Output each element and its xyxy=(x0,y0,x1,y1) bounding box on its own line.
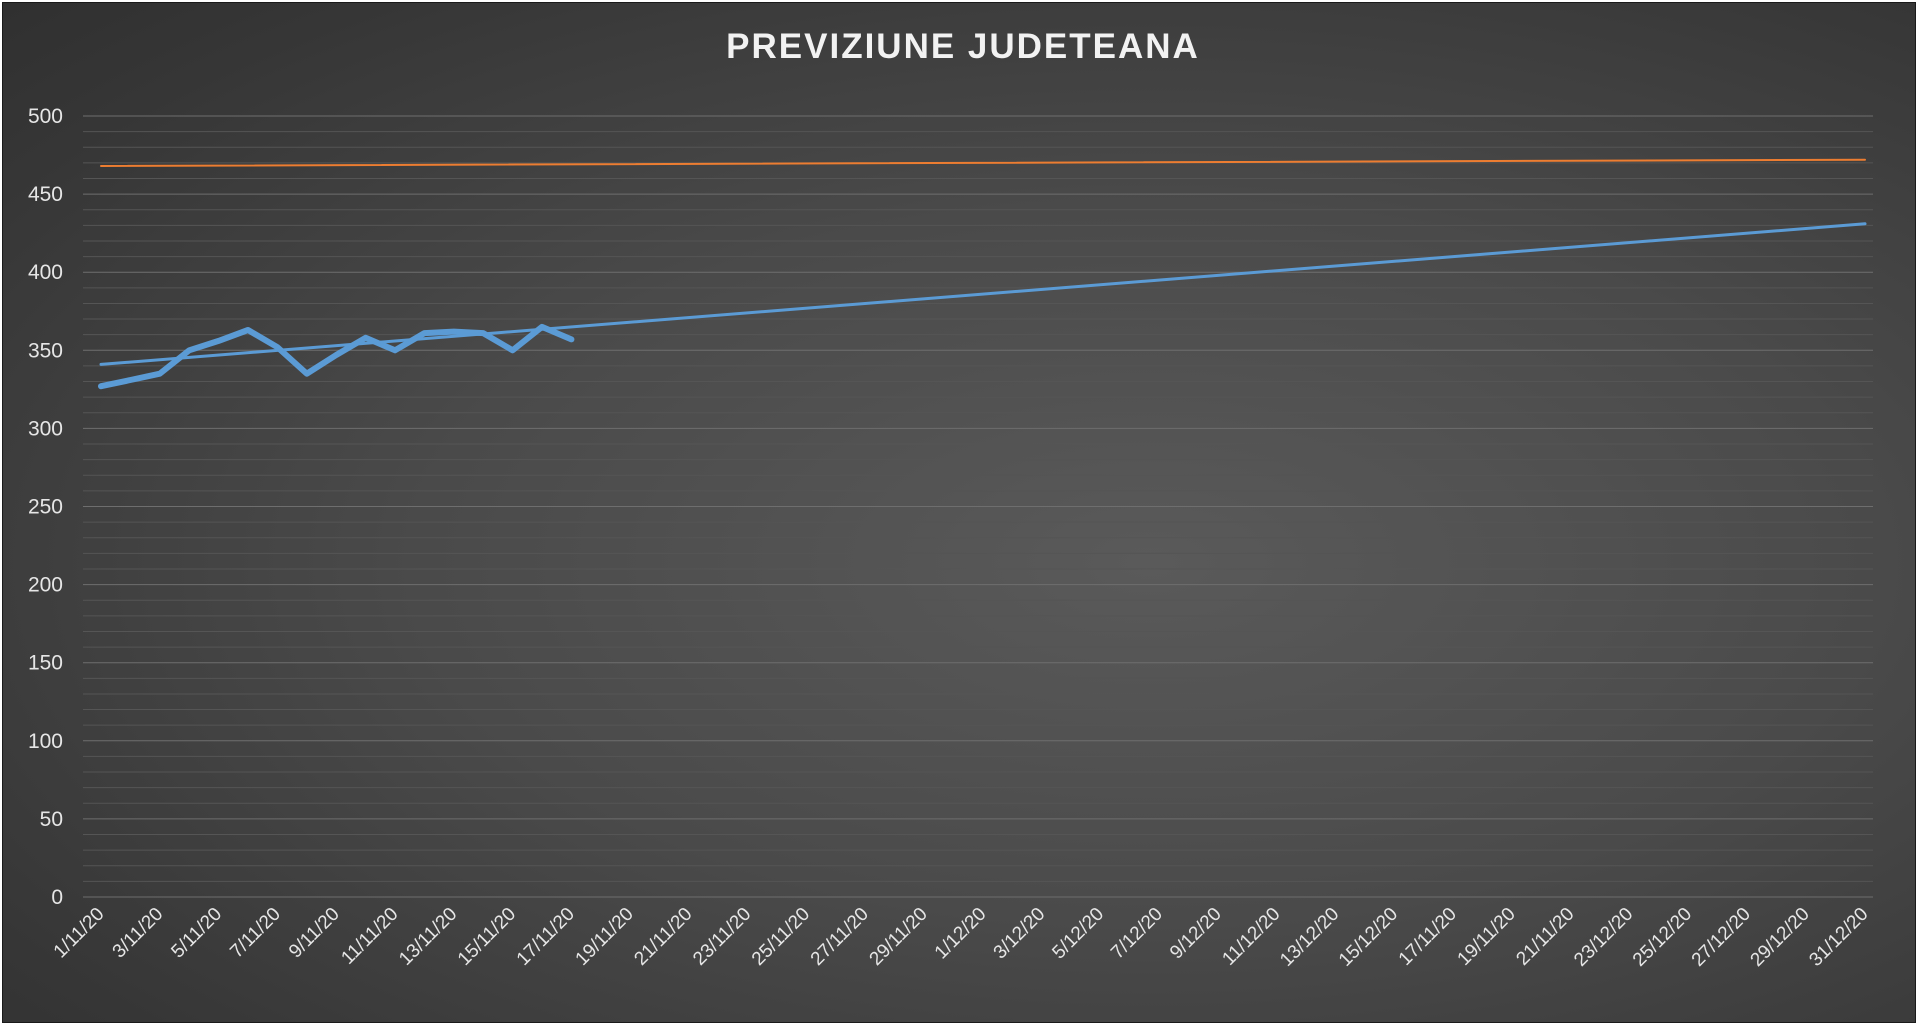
data-point xyxy=(568,336,574,342)
y-tick-label: 300 xyxy=(28,417,63,440)
data-point xyxy=(127,377,133,383)
x-tick-label: 29/11/20 xyxy=(866,904,932,970)
x-tick-label: 25/12/20 xyxy=(1629,904,1696,971)
y-tick-label: 450 xyxy=(28,183,63,206)
data-point xyxy=(216,338,222,344)
data-point xyxy=(451,329,457,335)
data-point xyxy=(333,352,339,358)
x-tick-label: 3/12/20 xyxy=(990,904,1050,964)
x-tick-label: 11/11/20 xyxy=(337,904,402,969)
x-tick-label: 11/12/20 xyxy=(1218,904,1284,970)
x-tick-label: 5/11/20 xyxy=(167,904,226,963)
x-tick-label: 21/11/20 xyxy=(1512,904,1578,970)
x-tick-label: 1/11/20 xyxy=(50,904,109,963)
x-tick-label: 15/11/20 xyxy=(454,904,520,970)
y-tick-label: 100 xyxy=(28,730,63,753)
x-tick-label: 15/12/20 xyxy=(1335,904,1402,971)
series-line-trend xyxy=(99,222,1867,366)
x-tick-label: 13/11/20 xyxy=(395,904,461,970)
x-tick-label: 9/12/20 xyxy=(1166,904,1226,964)
data-point xyxy=(363,335,369,341)
x-tick-label: 3/11/20 xyxy=(109,904,168,963)
x-tick-label: 1/12/20 xyxy=(931,904,991,964)
x-tick-label: 31/12/20 xyxy=(1805,904,1872,971)
data-point xyxy=(186,347,192,353)
data-point xyxy=(304,371,310,377)
data-point xyxy=(510,347,516,353)
x-tick-label: 25/11/20 xyxy=(748,904,814,970)
x-tick-label: 23/11/20 xyxy=(689,904,755,970)
x-tick-label: 19/11/20 xyxy=(1454,904,1520,970)
series-line-threshold xyxy=(100,158,1866,167)
x-tick-label: 27/12/20 xyxy=(1688,904,1755,971)
y-tick-label: 400 xyxy=(28,261,63,284)
y-tick-label: 500 xyxy=(28,105,63,128)
chart-title: PREVIZIUNE JUDETEANA xyxy=(726,27,1200,66)
data-point xyxy=(98,383,104,389)
y-tick-label: 350 xyxy=(28,339,63,362)
data-point xyxy=(274,344,280,350)
x-tick-label: 29/12/20 xyxy=(1747,904,1814,971)
y-tick-label: 200 xyxy=(28,574,63,597)
x-tick-label: 17/11/20 xyxy=(513,904,579,970)
x-tick-label: 7/11/20 xyxy=(226,904,285,963)
data-point xyxy=(421,330,427,336)
x-tick-label: 19/11/20 xyxy=(572,904,638,970)
x-tick-label: 21/11/20 xyxy=(630,904,696,970)
x-tick-label: 5/12/20 xyxy=(1048,904,1108,964)
line-chart: PREVIZIUNE JUDETEANA 0 50 100 150 200 250 300 3… xyxy=(28,27,1873,971)
x-tick-label: 13/12/20 xyxy=(1276,904,1343,971)
y-tick-label: 0 xyxy=(51,886,63,909)
data-point xyxy=(392,347,398,353)
y-tick-label: 50 xyxy=(40,808,63,831)
y-tick-label: 250 xyxy=(28,496,63,519)
x-tick-label: 27/11/20 xyxy=(807,904,873,970)
x-tick-label: 17/11/20 xyxy=(1395,904,1461,970)
x-tick-label: 7/12/20 xyxy=(1107,904,1167,964)
data-point xyxy=(157,371,163,377)
x-tick-label: 9/11/20 xyxy=(285,904,344,963)
x-tick-label: 23/12/20 xyxy=(1570,904,1637,971)
data-point xyxy=(245,327,251,333)
y-tick-label: 150 xyxy=(28,652,63,675)
